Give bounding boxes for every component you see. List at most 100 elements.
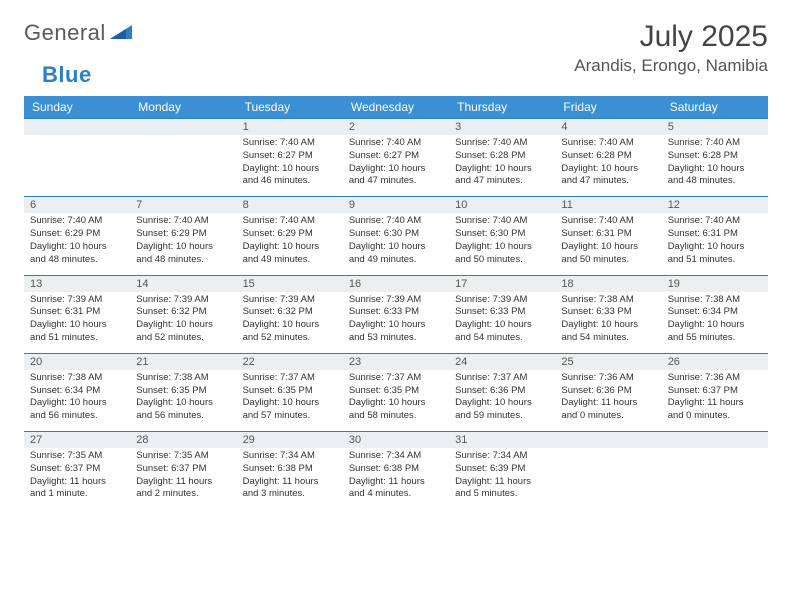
- day-number: 21: [130, 354, 236, 370]
- day-number: 14: [130, 276, 236, 292]
- sunset-text: Sunset: 6:30 PM: [349, 228, 443, 241]
- daylight-text: Daylight: 10 hours and 47 minutes.: [455, 163, 549, 189]
- day-number: 29: [237, 432, 343, 448]
- day-content: Sunrise: 7:38 AMSunset: 6:35 PMDaylight:…: [130, 370, 236, 431]
- day-cell: 24Sunrise: 7:37 AMSunset: 6:36 PMDayligh…: [449, 353, 555, 431]
- day-number: [662, 432, 768, 448]
- daylight-text: Daylight: 10 hours and 47 minutes.: [561, 163, 655, 189]
- day-number: 22: [237, 354, 343, 370]
- day-content: [555, 448, 661, 506]
- sunrise-text: Sunrise: 7:40 AM: [243, 215, 337, 228]
- sunset-text: Sunset: 6:35 PM: [243, 385, 337, 398]
- day-content: Sunrise: 7:35 AMSunset: 6:37 PMDaylight:…: [130, 448, 236, 509]
- day-cell: 11Sunrise: 7:40 AMSunset: 6:31 PMDayligh…: [555, 197, 661, 275]
- day-cell: 25Sunrise: 7:36 AMSunset: 6:36 PMDayligh…: [555, 353, 661, 431]
- day-cell: 22Sunrise: 7:37 AMSunset: 6:35 PMDayligh…: [237, 353, 343, 431]
- day-cell: [130, 119, 236, 197]
- day-cell: 26Sunrise: 7:36 AMSunset: 6:37 PMDayligh…: [662, 353, 768, 431]
- day-number: 13: [24, 276, 130, 292]
- day-cell: 4Sunrise: 7:40 AMSunset: 6:28 PMDaylight…: [555, 119, 661, 197]
- day-content: Sunrise: 7:34 AMSunset: 6:39 PMDaylight:…: [449, 448, 555, 509]
- sunrise-text: Sunrise: 7:34 AM: [455, 450, 549, 463]
- sunrise-text: Sunrise: 7:40 AM: [455, 215, 549, 228]
- daylight-text: Daylight: 11 hours and 0 minutes.: [668, 397, 762, 423]
- sunrise-text: Sunrise: 7:40 AM: [561, 137, 655, 150]
- day-cell: 21Sunrise: 7:38 AMSunset: 6:35 PMDayligh…: [130, 353, 236, 431]
- sunset-text: Sunset: 6:39 PM: [455, 463, 549, 476]
- day-content: Sunrise: 7:40 AMSunset: 6:31 PMDaylight:…: [555, 213, 661, 274]
- sunrise-text: Sunrise: 7:40 AM: [349, 137, 443, 150]
- day-number: 8: [237, 197, 343, 213]
- daylight-text: Daylight: 10 hours and 47 minutes.: [349, 163, 443, 189]
- daylight-text: Daylight: 10 hours and 56 minutes.: [136, 397, 230, 423]
- day-cell: 10Sunrise: 7:40 AMSunset: 6:30 PMDayligh…: [449, 197, 555, 275]
- sunrise-text: Sunrise: 7:34 AM: [349, 450, 443, 463]
- sunset-text: Sunset: 6:35 PM: [349, 385, 443, 398]
- daylight-text: Daylight: 11 hours and 3 minutes.: [243, 476, 337, 502]
- day-number: 15: [237, 276, 343, 292]
- day-number: 12: [662, 197, 768, 213]
- daylight-text: Daylight: 10 hours and 54 minutes.: [561, 319, 655, 345]
- day-number: 11: [555, 197, 661, 213]
- day-number: 18: [555, 276, 661, 292]
- day-cell: 23Sunrise: 7:37 AMSunset: 6:35 PMDayligh…: [343, 353, 449, 431]
- sunset-text: Sunset: 6:37 PM: [30, 463, 124, 476]
- sunrise-text: Sunrise: 7:40 AM: [136, 215, 230, 228]
- day-header: Tuesday: [237, 96, 343, 119]
- calendar-page: General July 2025 Arandis, Erongo, Namib…: [0, 0, 792, 529]
- day-number: 19: [662, 276, 768, 292]
- day-content: Sunrise: 7:38 AMSunset: 6:34 PMDaylight:…: [662, 292, 768, 353]
- day-header: Friday: [555, 96, 661, 119]
- logo-triangle-icon: [110, 23, 132, 44]
- day-content: Sunrise: 7:34 AMSunset: 6:38 PMDaylight:…: [343, 448, 449, 509]
- sunrise-text: Sunrise: 7:39 AM: [136, 294, 230, 307]
- logo-text-general: General: [24, 20, 106, 46]
- day-content: Sunrise: 7:38 AMSunset: 6:33 PMDaylight:…: [555, 292, 661, 353]
- day-content: Sunrise: 7:40 AMSunset: 6:29 PMDaylight:…: [237, 213, 343, 274]
- day-content: Sunrise: 7:39 AMSunset: 6:33 PMDaylight:…: [343, 292, 449, 353]
- sunset-text: Sunset: 6:29 PM: [30, 228, 124, 241]
- logo: General: [24, 20, 136, 46]
- daylight-text: Daylight: 10 hours and 55 minutes.: [668, 319, 762, 345]
- day-cell: 31Sunrise: 7:34 AMSunset: 6:39 PMDayligh…: [449, 432, 555, 510]
- day-cell: 27Sunrise: 7:35 AMSunset: 6:37 PMDayligh…: [24, 432, 130, 510]
- daylight-text: Daylight: 10 hours and 52 minutes.: [136, 319, 230, 345]
- day-content: Sunrise: 7:39 AMSunset: 6:32 PMDaylight:…: [237, 292, 343, 353]
- sunset-text: Sunset: 6:28 PM: [455, 150, 549, 163]
- sunset-text: Sunset: 6:29 PM: [243, 228, 337, 241]
- day-content: Sunrise: 7:36 AMSunset: 6:37 PMDaylight:…: [662, 370, 768, 431]
- day-content: Sunrise: 7:40 AMSunset: 6:29 PMDaylight:…: [130, 213, 236, 274]
- sunrise-text: Sunrise: 7:38 AM: [136, 372, 230, 385]
- day-content: Sunrise: 7:40 AMSunset: 6:28 PMDaylight:…: [662, 135, 768, 196]
- sunset-text: Sunset: 6:38 PM: [243, 463, 337, 476]
- daylight-text: Daylight: 10 hours and 49 minutes.: [349, 241, 443, 267]
- daylight-text: Daylight: 11 hours and 2 minutes.: [136, 476, 230, 502]
- day-content: Sunrise: 7:40 AMSunset: 6:27 PMDaylight:…: [343, 135, 449, 196]
- sunrise-text: Sunrise: 7:40 AM: [668, 137, 762, 150]
- day-number: 23: [343, 354, 449, 370]
- sunset-text: Sunset: 6:27 PM: [243, 150, 337, 163]
- day-content: [130, 135, 236, 193]
- day-number: 30: [343, 432, 449, 448]
- daylight-text: Daylight: 10 hours and 50 minutes.: [455, 241, 549, 267]
- month-title: July 2025: [574, 20, 768, 54]
- sunset-text: Sunset: 6:37 PM: [136, 463, 230, 476]
- day-number: 3: [449, 119, 555, 135]
- sunset-text: Sunset: 6:36 PM: [561, 385, 655, 398]
- week-row: 6Sunrise: 7:40 AMSunset: 6:29 PMDaylight…: [24, 197, 768, 275]
- sunset-text: Sunset: 6:35 PM: [136, 385, 230, 398]
- week-row: 13Sunrise: 7:39 AMSunset: 6:31 PMDayligh…: [24, 275, 768, 353]
- day-number: 24: [449, 354, 555, 370]
- sunset-text: Sunset: 6:31 PM: [668, 228, 762, 241]
- sunrise-text: Sunrise: 7:37 AM: [243, 372, 337, 385]
- sunrise-text: Sunrise: 7:40 AM: [455, 137, 549, 150]
- sunset-text: Sunset: 6:32 PM: [136, 306, 230, 319]
- daylight-text: Daylight: 10 hours and 50 minutes.: [561, 241, 655, 267]
- logo-text-blue: Blue: [42, 62, 92, 87]
- week-row: 20Sunrise: 7:38 AMSunset: 6:34 PMDayligh…: [24, 353, 768, 431]
- sunrise-text: Sunrise: 7:37 AM: [349, 372, 443, 385]
- day-cell: 6Sunrise: 7:40 AMSunset: 6:29 PMDaylight…: [24, 197, 130, 275]
- day-number: 2: [343, 119, 449, 135]
- day-number: [555, 432, 661, 448]
- sunrise-text: Sunrise: 7:37 AM: [455, 372, 549, 385]
